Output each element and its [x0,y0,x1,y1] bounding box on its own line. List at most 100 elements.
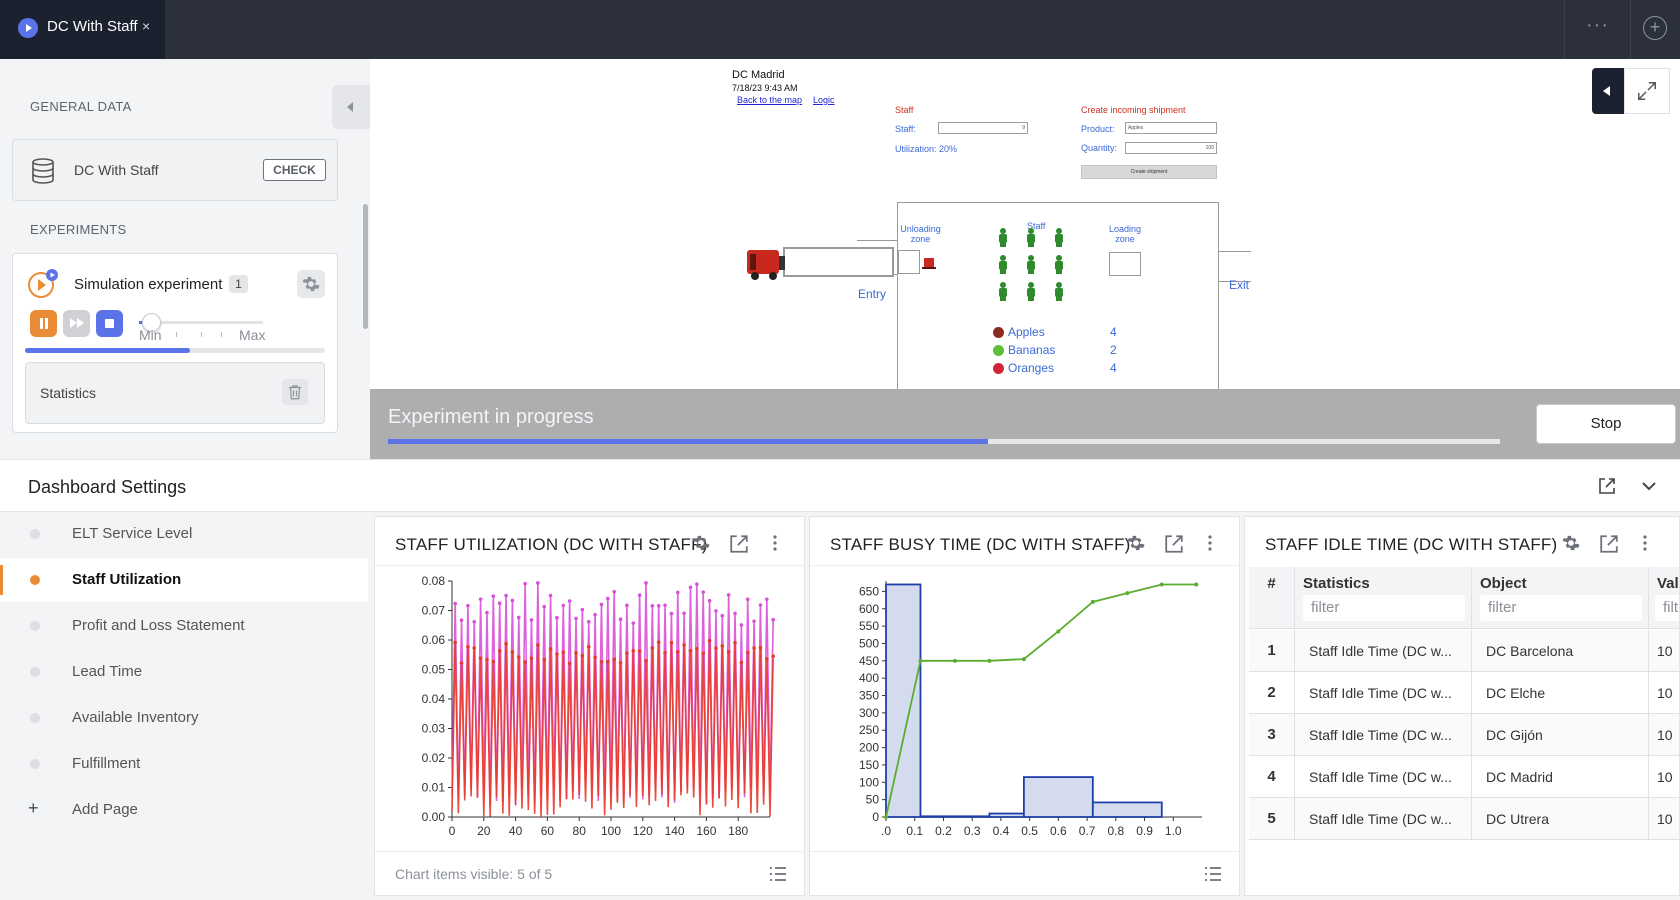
add-tab-button[interactable]: + [1630,0,1680,59]
gear-icon[interactable] [1126,533,1146,553]
cumulative-point [1159,582,1164,587]
list-icon[interactable] [1204,866,1222,882]
utilization-data-point [593,612,597,617]
model-tab[interactable]: DC With Staff × [0,0,165,59]
nav-item-staff-utilization[interactable]: Staff Utilization [0,558,368,602]
utilization-data-point [491,659,496,664]
stop-simulation-button[interactable] [96,310,123,337]
left-panel-scrollbar[interactable] [363,204,368,329]
experiment-settings-button[interactable] [297,270,325,298]
fullscreen-button[interactable] [1624,68,1670,114]
utilization-data-point [765,597,769,602]
staff-workers-group [999,228,1063,301]
utilization-data-point [561,603,566,608]
model-animation-view: DC Madrid 7/18/23 9:43 AM Back to the ma… [370,59,1680,459]
utilization-data-point [510,598,515,603]
utilization-data-point [510,650,515,654]
histogram-bar [885,583,922,818]
y-tick-label: 150 [859,758,879,772]
utilization-data-point [752,646,756,650]
utilization-data-point [682,611,686,616]
add-page-button[interactable]: + Add Page [0,788,368,832]
create-shipment-button[interactable]: Create shipment [1081,165,1217,179]
utilization-data-point [599,602,604,607]
column-header-object-label: Object [1480,575,1527,592]
value-filter-input[interactable]: filt [1655,595,1679,621]
play-icon [18,18,38,38]
nav-label: Available Inventory [72,709,199,726]
kebab-menu-icon[interactable] [1635,533,1655,553]
open-external-icon[interactable] [1164,534,1184,554]
y-tick-label: 0.06 [422,633,446,647]
open-external-icon[interactable] [1599,534,1619,554]
value-cell: 10 [1649,798,1679,840]
nav-item-lead-time[interactable]: Lead Time [0,650,368,694]
chevron-down-icon[interactable] [1640,477,1658,495]
gear-icon[interactable] [1561,533,1581,553]
x-tick-label: 0.5 [1021,824,1038,838]
utilization-data-point [536,581,540,585]
utilization-data-point [516,655,521,659]
quantity-field[interactable]: 100 [1125,142,1217,154]
speed-slider-knob[interactable] [142,313,162,332]
object-filter-input[interactable]: filter [1480,595,1642,621]
bananas-label: Bananas [1008,343,1056,357]
utilization-data-point [752,619,756,624]
check-button[interactable]: CHECK [263,159,326,181]
top-bar: DC With Staff × ··· + [0,0,1680,59]
loading-zone-box [1109,252,1141,276]
fast-forward-button[interactable] [63,310,90,337]
statistics-filter-input[interactable]: filter [1303,595,1465,621]
simulation-experiment-icon [28,269,58,298]
model-card[interactable]: DC With Staff CHECK [12,139,338,201]
histogram-bar [1022,776,1094,818]
experiment-card[interactable]: Simulation experiment 1 Min Max Statisti… [12,253,338,433]
dashboard-header: Dashboard Settings [0,459,1680,512]
logic-link[interactable]: Logic [813,95,835,105]
staff-count-field[interactable]: 9 [938,122,1028,134]
nav-item-elt-service-level[interactable]: ELT Service Level [0,512,368,556]
entry-line [857,240,898,241]
product-select[interactable]: Apples [1125,122,1217,134]
more-options-icon[interactable]: ··· [1564,0,1630,59]
nav-item-available-inventory[interactable]: Available Inventory [0,696,368,740]
y-tick-label: 0.05 [422,663,446,677]
nav-item-fulfillment[interactable]: Fulfillment [0,742,368,786]
kebab-menu-icon[interactable] [765,533,785,553]
slider-min-label: Min [139,327,162,343]
utilization-data-point [733,611,737,616]
open-external-icon[interactable] [1598,477,1616,495]
open-external-icon[interactable] [729,534,749,554]
utilization-data-point [675,650,680,654]
column-header-number[interactable]: # [1249,567,1295,629]
utilization-data-point [618,661,623,665]
gear-icon[interactable] [691,533,711,553]
collapse-panel-button[interactable] [332,85,370,129]
utilization-data-point [593,655,597,660]
delete-statistics-button[interactable] [282,379,308,405]
pause-button[interactable] [30,310,57,337]
back-to-map-link[interactable]: Back to the map [737,95,803,105]
stop-button[interactable]: Stop [1536,404,1676,444]
utilization-data-point [695,582,699,587]
unloading-zone-box [898,250,920,274]
cumulative-point [1021,657,1026,662]
staff-utilization-panel: STAFF UTILIZATION (DC WITH STAFF) 0.00 0.… [374,516,805,896]
list-icon[interactable] [769,866,787,882]
slider-max-label: Max [239,327,266,343]
utilization-data-point [466,645,470,649]
speed-slider-track[interactable] [139,321,263,324]
kebab-menu-icon[interactable] [1200,533,1220,553]
overlay-progress-bar [388,439,1500,444]
x-tick-label: 0.6 [1050,824,1067,838]
utilization-data-point [720,644,725,648]
x-tick-label: 100 [601,824,621,838]
x-tick-label: 20 [477,824,491,838]
utilization-data-point [771,617,775,622]
side-panel-toggle[interactable] [1592,68,1624,114]
row-number-cell: 5 [1249,798,1295,840]
nav-item-profit-and-loss[interactable]: Profit and Loss Statement [0,604,368,648]
utilization-data-point [701,590,706,594]
statistics-card[interactable]: Statistics [25,362,325,424]
tab-close-button[interactable]: × [142,18,151,34]
